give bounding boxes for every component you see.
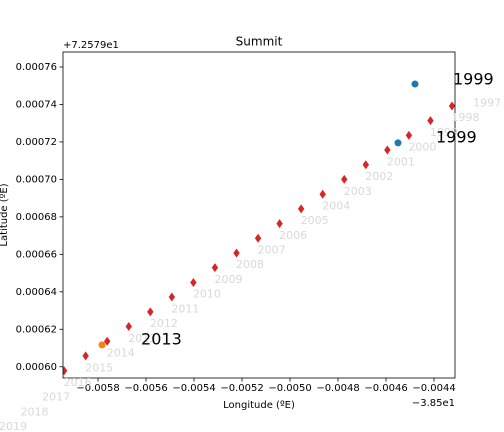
point (448, 101, 455, 111)
point-label: 2000 (408, 141, 436, 154)
y-tick-label: 0.00062 (16, 324, 57, 335)
point (341, 174, 348, 184)
point-label: 2006 (279, 229, 307, 242)
point-label: 2014 (107, 346, 135, 359)
point-label: 2011 (171, 302, 199, 315)
point-label: 2009 (215, 273, 243, 286)
axes-frame (62, 51, 456, 379)
point (276, 219, 283, 229)
point-label: 2004 (322, 199, 350, 212)
x-tick-label: −0.0052 (220, 383, 263, 394)
x-tick-label: −0.0054 (172, 383, 215, 394)
point (98, 341, 106, 349)
point (319, 189, 326, 199)
annotation: 1999 (453, 69, 494, 88)
point (254, 233, 262, 243)
point (104, 336, 111, 346)
point-label: 2008 (236, 258, 264, 271)
point (297, 204, 305, 214)
point (18, 396, 24, 405)
x-tick-label: −0.0058 (76, 383, 119, 394)
point (82, 351, 89, 361)
x-axis-label: Longitude (ºE) (223, 400, 295, 411)
y-tick-label: 0.00060 (16, 362, 57, 373)
point (362, 160, 370, 170)
point (405, 130, 413, 140)
x-tick-label: −0.0044 (412, 383, 455, 394)
point-label: 1998 (452, 111, 480, 124)
y-tick-label: 0.00072 (16, 137, 57, 148)
annotation: 2013 (141, 329, 182, 348)
point-label: 2018 (21, 405, 49, 418)
point-label: 2003 (344, 185, 372, 198)
point-label: 2002 (365, 170, 393, 183)
point-label: 2001 (387, 155, 415, 168)
point-label: 2015 (85, 361, 113, 374)
point-label: 2019 (0, 420, 27, 432)
point-label: 2017 (42, 391, 70, 404)
point-label: 2016 (64, 376, 92, 389)
point (233, 248, 240, 258)
x-tick-label: −0.0050 (268, 383, 311, 394)
point (411, 80, 419, 88)
point (168, 292, 176, 302)
plot-area (18, 80, 455, 405)
x-offset-label: −3.85e1 (412, 398, 455, 409)
point-label: 2007 (258, 244, 286, 257)
point-label: 1999 (430, 126, 458, 139)
y-axis-label: Latitude (ºE) (0, 183, 10, 246)
point (427, 116, 434, 126)
point (394, 139, 402, 147)
x-tick-label: −0.0046 (364, 383, 407, 394)
annotation: 1999 (436, 127, 477, 146)
x-tick-label: −0.0048 (316, 383, 359, 394)
y-tick-label: 0.00074 (16, 99, 57, 110)
point (39, 381, 45, 390)
point (384, 145, 391, 155)
y-tick-label: 0.00070 (16, 174, 57, 185)
point (211, 263, 219, 273)
chart-title: Summit (236, 35, 283, 49)
point (147, 307, 154, 317)
point (125, 321, 132, 331)
y-offset-label: +7.2579e1 (63, 40, 119, 51)
point-label: 2013 (128, 332, 156, 345)
point-label: 1997 (473, 97, 501, 110)
point (63, 366, 68, 376)
point-label: 2005 (301, 214, 329, 227)
point-label: 2010 (193, 288, 221, 301)
point (190, 277, 197, 287)
y-tick-label: 0.00068 (16, 212, 57, 223)
x-tick-label: −0.0056 (124, 383, 167, 394)
y-tick-label: 0.00066 (16, 249, 57, 260)
y-tick-label: 0.00064 (16, 287, 57, 298)
y-tick-label: 0.00076 (16, 62, 57, 73)
point-label: 2012 (150, 317, 178, 330)
